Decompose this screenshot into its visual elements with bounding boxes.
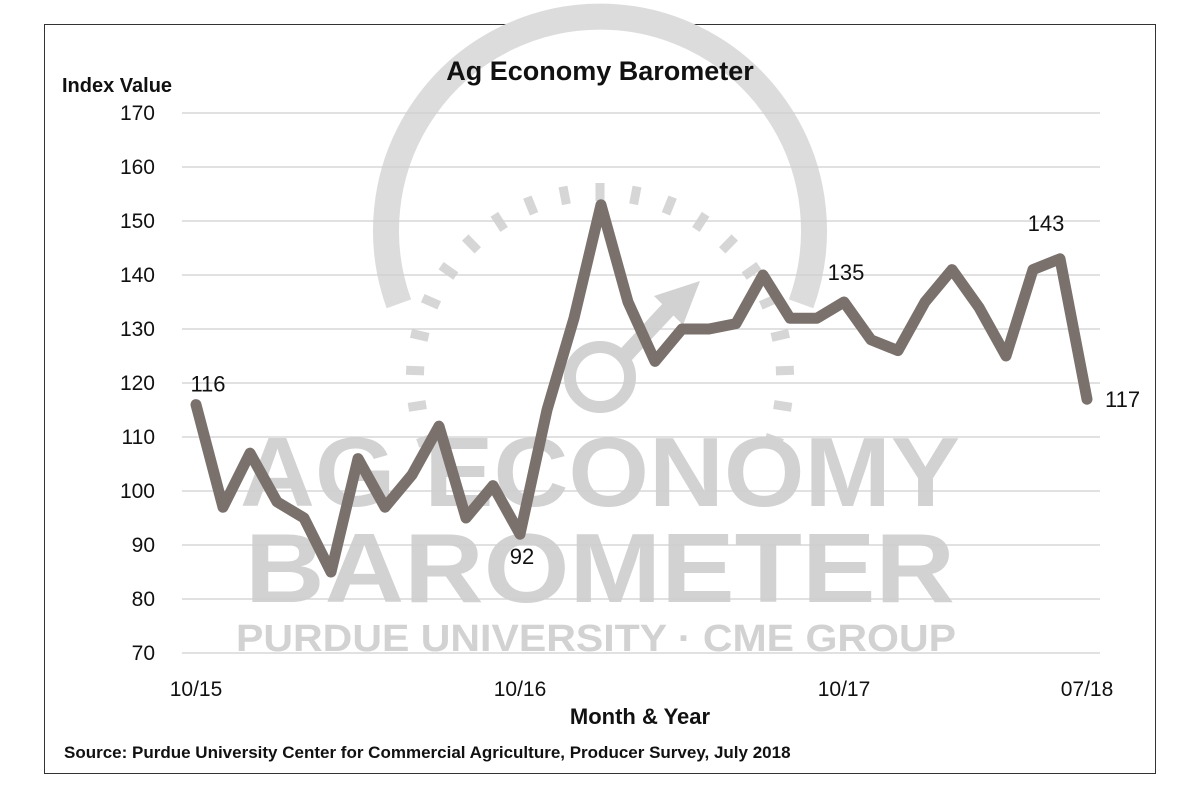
y-axis-ticks: 70 80 90 100 110 120 130 140 150 160 170 bbox=[120, 102, 155, 665]
source-note: Source: Purdue University Center for Com… bbox=[64, 743, 791, 762]
gauge-tick bbox=[409, 328, 430, 342]
gauge-ring bbox=[373, 3, 827, 309]
chart-title: Ag Economy Barometer bbox=[446, 56, 754, 86]
y-tick-label: 120 bbox=[120, 372, 155, 395]
gauge-tick bbox=[629, 185, 642, 206]
watermark-line3: PURDUE UNIVERSITY · CME GROUP bbox=[236, 618, 956, 660]
y-tick-label: 90 bbox=[132, 534, 155, 557]
gauge-tick bbox=[407, 400, 427, 412]
gauge-tick bbox=[461, 234, 481, 254]
x-tick-label: 07/18 bbox=[1061, 678, 1114, 701]
x-tick-label: 10/15 bbox=[170, 678, 223, 701]
gauge-tick bbox=[719, 234, 739, 254]
y-tick-label: 110 bbox=[122, 426, 155, 449]
gauge-tick bbox=[490, 211, 508, 232]
x-tick-label: 10/16 bbox=[494, 678, 547, 701]
data-label: 116 bbox=[190, 372, 225, 397]
y-tick-label: 140 bbox=[120, 264, 155, 287]
x-tick-label: 10/17 bbox=[818, 678, 871, 701]
watermark: AG ECONOMY BAROMETER PURDUE UNIVERSITY ·… bbox=[236, 3, 960, 660]
watermark-line2: BAROMETER bbox=[245, 513, 955, 623]
y-tick-label: 80 bbox=[132, 588, 155, 611]
gauge-tick bbox=[558, 185, 571, 206]
x-axis-label: Month & Year bbox=[570, 704, 711, 729]
gauge-tick bbox=[775, 365, 795, 376]
gauge-tick bbox=[438, 262, 459, 280]
y-axis-label: Index Value bbox=[62, 75, 172, 97]
y-tick-label: 100 bbox=[120, 480, 155, 503]
gauge-tick bbox=[405, 365, 425, 376]
gauge-tick bbox=[741, 262, 762, 280]
data-label: 117 bbox=[1105, 387, 1140, 412]
data-series bbox=[190, 199, 1093, 578]
gauge-needle-tip bbox=[654, 281, 700, 325]
y-tick-label: 130 bbox=[120, 318, 155, 341]
gauge-hub bbox=[564, 341, 636, 413]
gauge-tick bbox=[523, 195, 539, 216]
x-axis-ticks: 10/15 10/16 10/17 07/18 bbox=[170, 678, 1114, 701]
y-tick-label: 150 bbox=[120, 210, 155, 233]
gauge-tick bbox=[770, 328, 791, 342]
data-label: 135 bbox=[828, 260, 865, 285]
gauge-tick bbox=[692, 211, 710, 232]
gauge-tick bbox=[773, 400, 793, 412]
gauge-tick bbox=[420, 293, 442, 310]
y-tick-label: 160 bbox=[120, 156, 155, 179]
data-labels: 116 92 135 143 117 bbox=[190, 211, 1140, 569]
gauge-tick bbox=[763, 432, 784, 448]
data-label: 92 bbox=[510, 544, 534, 569]
y-tick-label: 170 bbox=[120, 102, 155, 125]
gauge-tick bbox=[661, 195, 677, 216]
gauge-icon bbox=[373, 3, 827, 448]
chart-frame bbox=[44, 24, 1156, 774]
gauge-needle bbox=[614, 295, 682, 367]
data-label: 143 bbox=[1028, 211, 1065, 236]
y-tick-label: 70 bbox=[132, 642, 155, 665]
series-line bbox=[190, 199, 1093, 578]
